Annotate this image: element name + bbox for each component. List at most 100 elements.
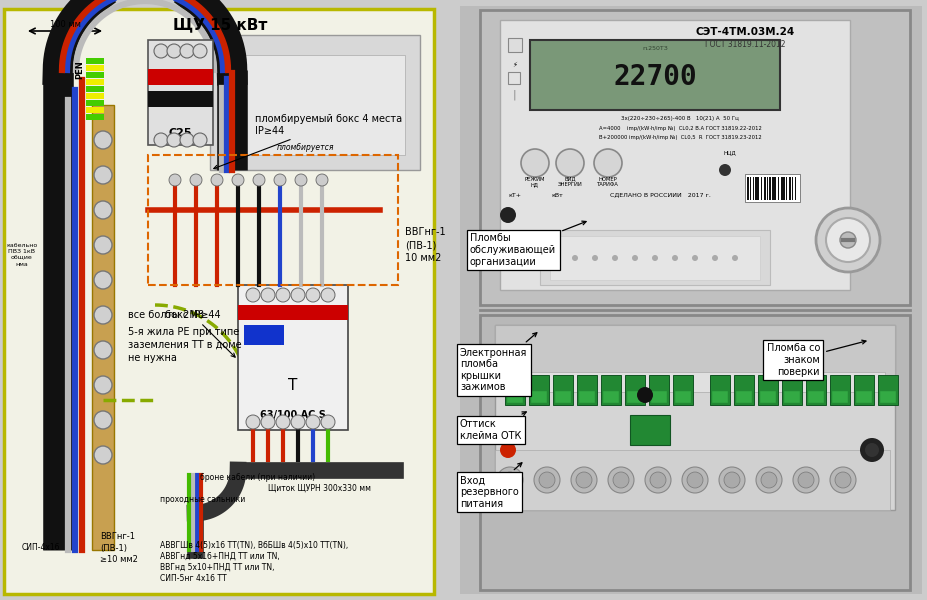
Circle shape [94,201,112,219]
Circle shape [260,415,274,429]
Circle shape [520,149,549,177]
Bar [879,391,895,403]
Text: В+200000 imp/(kW·h/imp №)  СL0,5  R  ГОСТ 31819.23-2012: В+200000 imp/(kW·h/imp №) СL0,5 R ГОСТ 3… [598,134,760,140]
Text: А=4000    imp/(kW·h/imp №)  СL0,2 В.А ГОСТ 31819.22-2012: А=4000 imp/(kW·h/imp №) СL0,2 В.А ГОСТ 3… [598,125,761,131]
Text: АВВГШв 4(5)х16 ТТ(ТN), ВбБШв 4(5)х10 ТТ(ТN),
АВВГнд 5х16+ПНД ТТ или ТN,
ВВГнд 5х: АВВГШв 4(5)х16 ТТ(ТN), ВбБШв 4(5)х10 ТТ(… [159,541,348,583]
Bar [735,391,751,403]
Bar [86,93,104,99]
Bar [500,20,849,290]
Bar [648,375,668,405]
Bar [506,391,523,403]
Circle shape [834,472,850,488]
Circle shape [686,472,703,488]
Circle shape [193,44,207,58]
Circle shape [555,149,583,177]
Circle shape [94,271,112,289]
Bar [552,375,572,405]
Bar [237,305,348,320]
Circle shape [232,174,244,186]
Bar [783,391,799,403]
Bar [752,177,753,200]
Circle shape [169,174,181,186]
Text: PEN: PEN [75,61,84,79]
Circle shape [94,341,112,359]
Circle shape [154,133,168,147]
Text: 63/100 AC S: 63/100 AC S [260,410,325,420]
Bar [785,177,786,200]
Circle shape [306,415,320,429]
Bar [86,107,104,113]
Bar [782,177,783,200]
Bar [224,55,404,155]
Circle shape [793,467,819,493]
Bar [791,177,793,200]
Text: ГОСТ 31819.11-2012: ГОСТ 31819.11-2012 [704,40,784,49]
Text: Щиток ЩУРН 300х330 мм: Щиток ЩУРН 300х330 мм [268,484,371,493]
Circle shape [321,415,335,429]
Bar [768,177,769,200]
Circle shape [167,133,181,147]
Circle shape [94,306,112,324]
Text: 3х(220÷230÷265)-400 В   10(21) А  50 Гц: 3х(220÷230÷265)-400 В 10(21) А 50 Гц [620,116,738,121]
Circle shape [607,467,633,493]
Circle shape [591,255,597,261]
Circle shape [671,255,678,261]
Circle shape [246,415,260,429]
Text: Электронная
пломба
крышки
зажимов: Электронная пломба крышки зажимов [460,333,536,392]
Bar [733,375,753,405]
Bar [755,177,757,200]
Circle shape [210,174,222,186]
Bar [603,391,618,403]
Bar [774,177,775,200]
Text: Пломба со
знаком
поверки: Пломба со знаком поверки [766,340,865,377]
Circle shape [275,288,289,302]
Circle shape [644,467,670,493]
Bar [86,58,104,64]
Circle shape [723,472,739,488]
Bar [147,155,398,285]
Text: ЩУ 15 кВт: ЩУ 15 кВт [172,17,267,32]
Bar [494,450,889,510]
Circle shape [829,467,855,493]
Text: ⚡: ⚡ [512,62,517,68]
Bar [460,6,921,594]
Bar [832,391,847,403]
Bar [500,372,884,392]
Circle shape [631,255,638,261]
Text: п.250ТЗ: п.250ТЗ [641,46,667,50]
Circle shape [533,467,559,493]
Circle shape [539,472,554,488]
Bar [771,177,774,200]
Bar [507,38,521,52]
Text: |: | [512,90,515,100]
Circle shape [649,472,666,488]
Circle shape [681,467,707,493]
Circle shape [692,255,697,261]
Circle shape [295,174,307,186]
Circle shape [497,467,523,493]
Bar [479,315,909,590]
Bar [507,72,519,84]
Bar [709,375,730,405]
Bar [794,177,795,200]
Circle shape [94,166,112,184]
Bar [746,177,749,200]
Bar [86,72,104,78]
Bar [92,105,114,550]
Bar [807,391,823,403]
Text: пломбируемый бокс 4 места
IP≥44: пломбируемый бокс 4 места IP≥44 [213,114,401,169]
Circle shape [839,232,855,248]
Circle shape [306,288,320,302]
Bar [529,40,780,110]
Circle shape [190,174,202,186]
Text: бокс IP≥44: бокс IP≥44 [165,310,235,357]
Circle shape [864,443,878,457]
Circle shape [94,411,112,429]
Bar [86,100,104,106]
Circle shape [154,44,168,58]
Bar [554,391,570,403]
Bar [744,174,799,202]
Bar [853,375,873,405]
Circle shape [502,472,517,488]
Circle shape [636,387,653,403]
